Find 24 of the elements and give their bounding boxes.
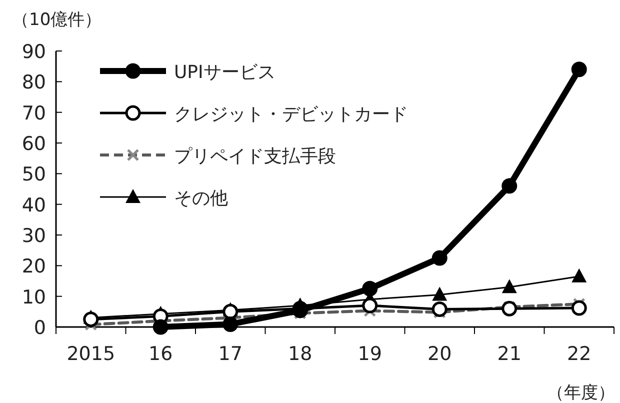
x-tick-label: 16 <box>148 343 173 365</box>
legend-label: プリペイド支払手段 <box>174 146 336 167</box>
y-tick-label: 90 <box>22 41 46 63</box>
y-tick-label: 60 <box>22 133 46 155</box>
y-axis-title: （10億件） <box>12 10 102 30</box>
legend-label: クレジット・デビットカード <box>174 104 408 125</box>
legend-label: その他 <box>174 188 228 209</box>
x-tick-label: 19 <box>358 343 382 365</box>
legend-label: UPIサービス <box>174 62 276 83</box>
x-tick-label: 18 <box>288 343 312 365</box>
y-tick-label: 20 <box>22 256 46 278</box>
y-tick-label: 80 <box>22 72 46 94</box>
y-tick-label: 70 <box>22 102 46 124</box>
y-tick-label: 30 <box>22 225 46 247</box>
x-tick-label: 2015 <box>66 343 116 365</box>
x-tick-label: 21 <box>497 343 522 365</box>
y-tick-label: 0 <box>34 317 46 339</box>
x-tick-label: 22 <box>567 343 592 365</box>
y-tick-label: 50 <box>22 164 46 186</box>
x-tick-label: 20 <box>428 343 452 365</box>
x-axis-title: （年度） <box>547 383 615 403</box>
x-tick-label: 17 <box>218 343 242 365</box>
y-tick-label: 40 <box>22 194 46 216</box>
y-tick-label: 10 <box>22 286 46 308</box>
